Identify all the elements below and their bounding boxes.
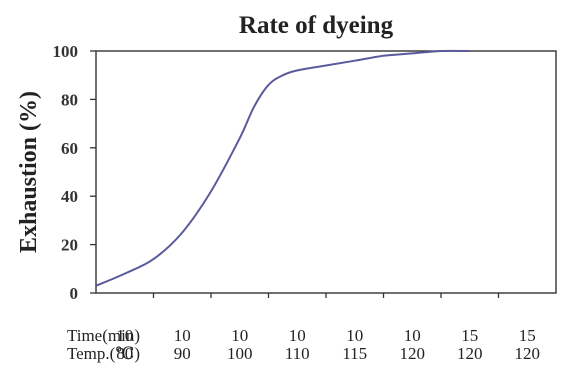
series-line-0 bbox=[95, 49, 470, 287]
plot-frame bbox=[95, 50, 557, 294]
x-ticks bbox=[152, 293, 500, 298]
x-row-value: 115 bbox=[342, 344, 367, 363]
x-row-value: 120 bbox=[457, 344, 483, 363]
y-axis-label: Exhaustion (%) bbox=[16, 91, 42, 253]
x-row-value: 90 bbox=[174, 344, 191, 363]
y-tick-label: 100 bbox=[53, 42, 79, 61]
x-row-value: 120 bbox=[400, 344, 426, 363]
x-row-value: 15 bbox=[519, 326, 536, 345]
x-row-label: Time(min) bbox=[67, 326, 140, 345]
x-row-value: 15 bbox=[461, 326, 478, 345]
x-row-value: 80 bbox=[116, 344, 133, 363]
y-tick-label: 0 bbox=[70, 284, 79, 303]
x-row-label: Temp.(℃) bbox=[67, 344, 140, 363]
x-row-value: 10 bbox=[404, 326, 421, 345]
y-tick-label: 20 bbox=[61, 236, 78, 255]
x-row-value: 100 bbox=[227, 344, 253, 363]
x-row-value: 10 bbox=[231, 326, 248, 345]
chart-title: Rate of dyeing bbox=[239, 12, 394, 39]
x-row-value: 10 bbox=[116, 326, 133, 345]
x-row-value: 10 bbox=[289, 326, 306, 345]
series-group bbox=[95, 49, 470, 287]
y-ticks: 0 20 40 60 80 100 bbox=[53, 42, 96, 303]
y-tick-label: 40 bbox=[61, 187, 78, 206]
x-row-value: 10 bbox=[174, 326, 191, 345]
x-row-value: 120 bbox=[515, 344, 541, 363]
y-tick-label: 60 bbox=[61, 139, 78, 158]
y-tick-label: 80 bbox=[61, 90, 78, 109]
x-row-value: 10 bbox=[346, 326, 363, 345]
x-row-value: 110 bbox=[285, 344, 310, 363]
